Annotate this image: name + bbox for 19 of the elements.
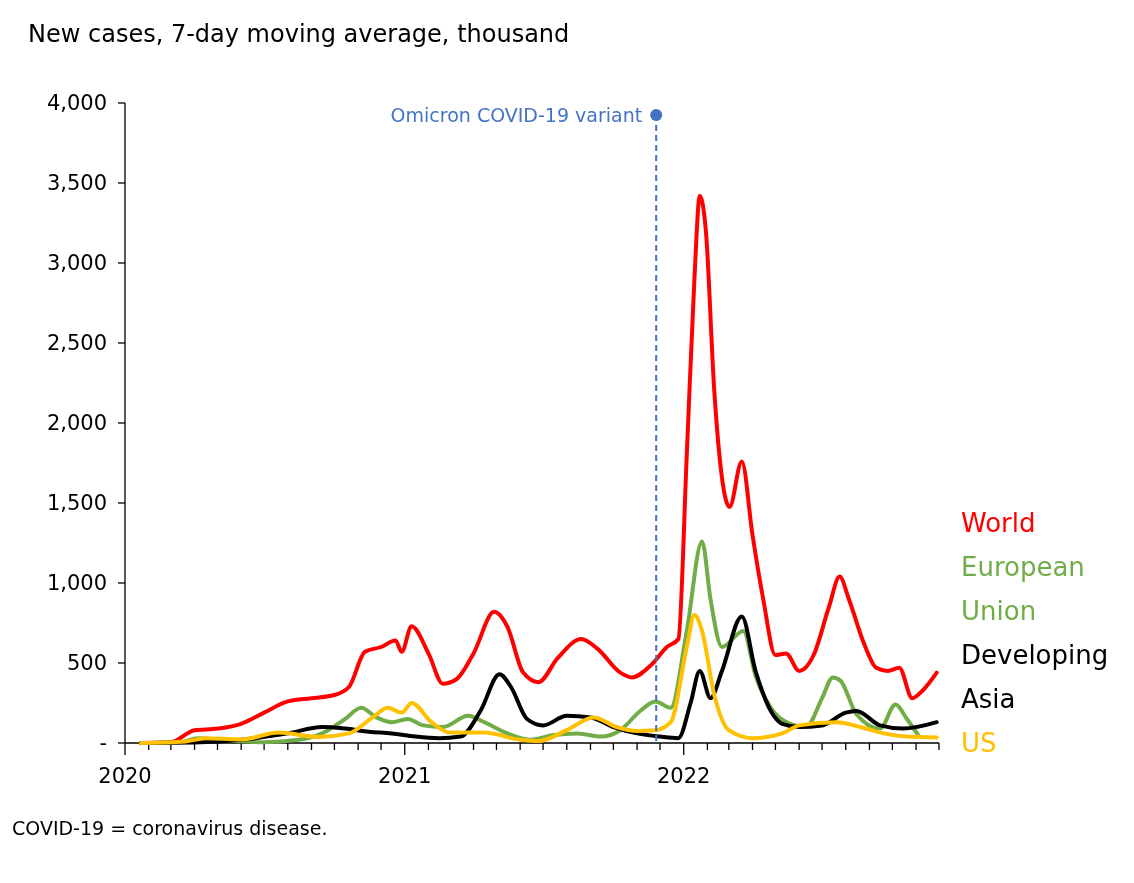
y-tick-label: 3,000	[46, 251, 107, 276]
y-tick-label: 2,000	[46, 411, 107, 436]
series-label: US	[961, 727, 997, 758]
text: World	[961, 507, 1036, 538]
y-tick-label: 2,500	[46, 331, 107, 356]
y-tick-label: 1,500	[46, 491, 107, 516]
text: European Union	[961, 551, 1085, 626]
y-tick-label: 1,000	[46, 571, 107, 596]
y-tick-label: 500	[66, 651, 107, 676]
chart-title: New cases, 7-day moving average, thousand	[28, 20, 570, 48]
y-tick-label: -	[99, 731, 107, 756]
x-tick-label: 2021	[378, 764, 432, 788]
x-tick-label: 2020	[98, 764, 152, 788]
ref-line-label: Omicron COVID-19 variant	[390, 104, 643, 126]
y-tick-label: 3,500	[46, 171, 107, 196]
x-tick-label: 2022	[656, 764, 711, 788]
text: COVID-19 = coronavirus disease.	[12, 817, 328, 839]
y-tick-label: 4,000	[46, 91, 107, 116]
series-label: Developing Asia	[961, 639, 1109, 714]
